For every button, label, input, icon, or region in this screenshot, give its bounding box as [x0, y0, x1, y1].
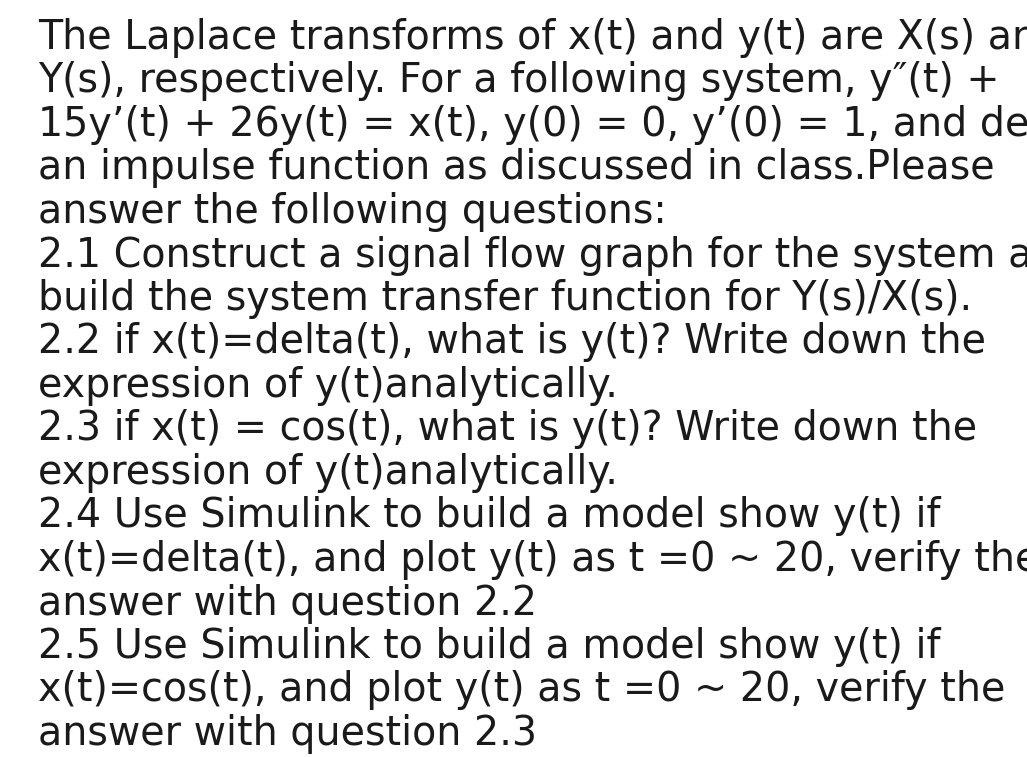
- Text: 2.5 Use Simulink to build a model show y(t) if: 2.5 Use Simulink to build a model show y…: [38, 627, 941, 667]
- Text: expression of y(t)analytically.: expression of y(t)analytically.: [38, 366, 618, 406]
- Text: 2.4 Use Simulink to build a model show y(t) if: 2.4 Use Simulink to build a model show y…: [38, 497, 941, 537]
- Text: 2.1 Construct a signal flow graph for the system and: 2.1 Construct a signal flow graph for th…: [38, 235, 1027, 276]
- Text: 15y’(t) + 26y(t) = x(t), y(0) = 0, y’(0) = 1, and delta(t)is: 15y’(t) + 26y(t) = x(t), y(0) = 0, y’(0)…: [38, 105, 1027, 145]
- Text: build the system transfer function for Y(s)/X(s).: build the system transfer function for Y…: [38, 279, 973, 319]
- Text: The Laplace transforms of x(t) and y(t) are X(s) and: The Laplace transforms of x(t) and y(t) …: [38, 18, 1027, 58]
- Text: an impulse function as discussed in class.Please: an impulse function as discussed in clas…: [38, 148, 994, 188]
- Text: expression of y(t)analytically.: expression of y(t)analytically.: [38, 453, 618, 493]
- Text: answer the following questions:: answer the following questions:: [38, 192, 667, 232]
- Text: answer with question 2.3: answer with question 2.3: [38, 714, 537, 754]
- Text: Y(s), respectively. For a following system, y″(t) +: Y(s), respectively. For a following syst…: [38, 61, 999, 101]
- Text: 2.3 if x(t) = cos(t), what is y(t)? Write down the: 2.3 if x(t) = cos(t), what is y(t)? Writ…: [38, 410, 977, 450]
- Text: x(t)=cos(t), and plot y(t) as t =0 ~ 20, verify the: x(t)=cos(t), and plot y(t) as t =0 ~ 20,…: [38, 671, 1005, 711]
- Text: answer with question 2.2: answer with question 2.2: [38, 584, 537, 624]
- Text: x(t)=delta(t), and plot y(t) as t =0 ~ 20, verify the: x(t)=delta(t), and plot y(t) as t =0 ~ 2…: [38, 540, 1027, 580]
- Text: 2.2 if x(t)=delta(t), what is y(t)? Write down the: 2.2 if x(t)=delta(t), what is y(t)? Writ…: [38, 322, 986, 363]
